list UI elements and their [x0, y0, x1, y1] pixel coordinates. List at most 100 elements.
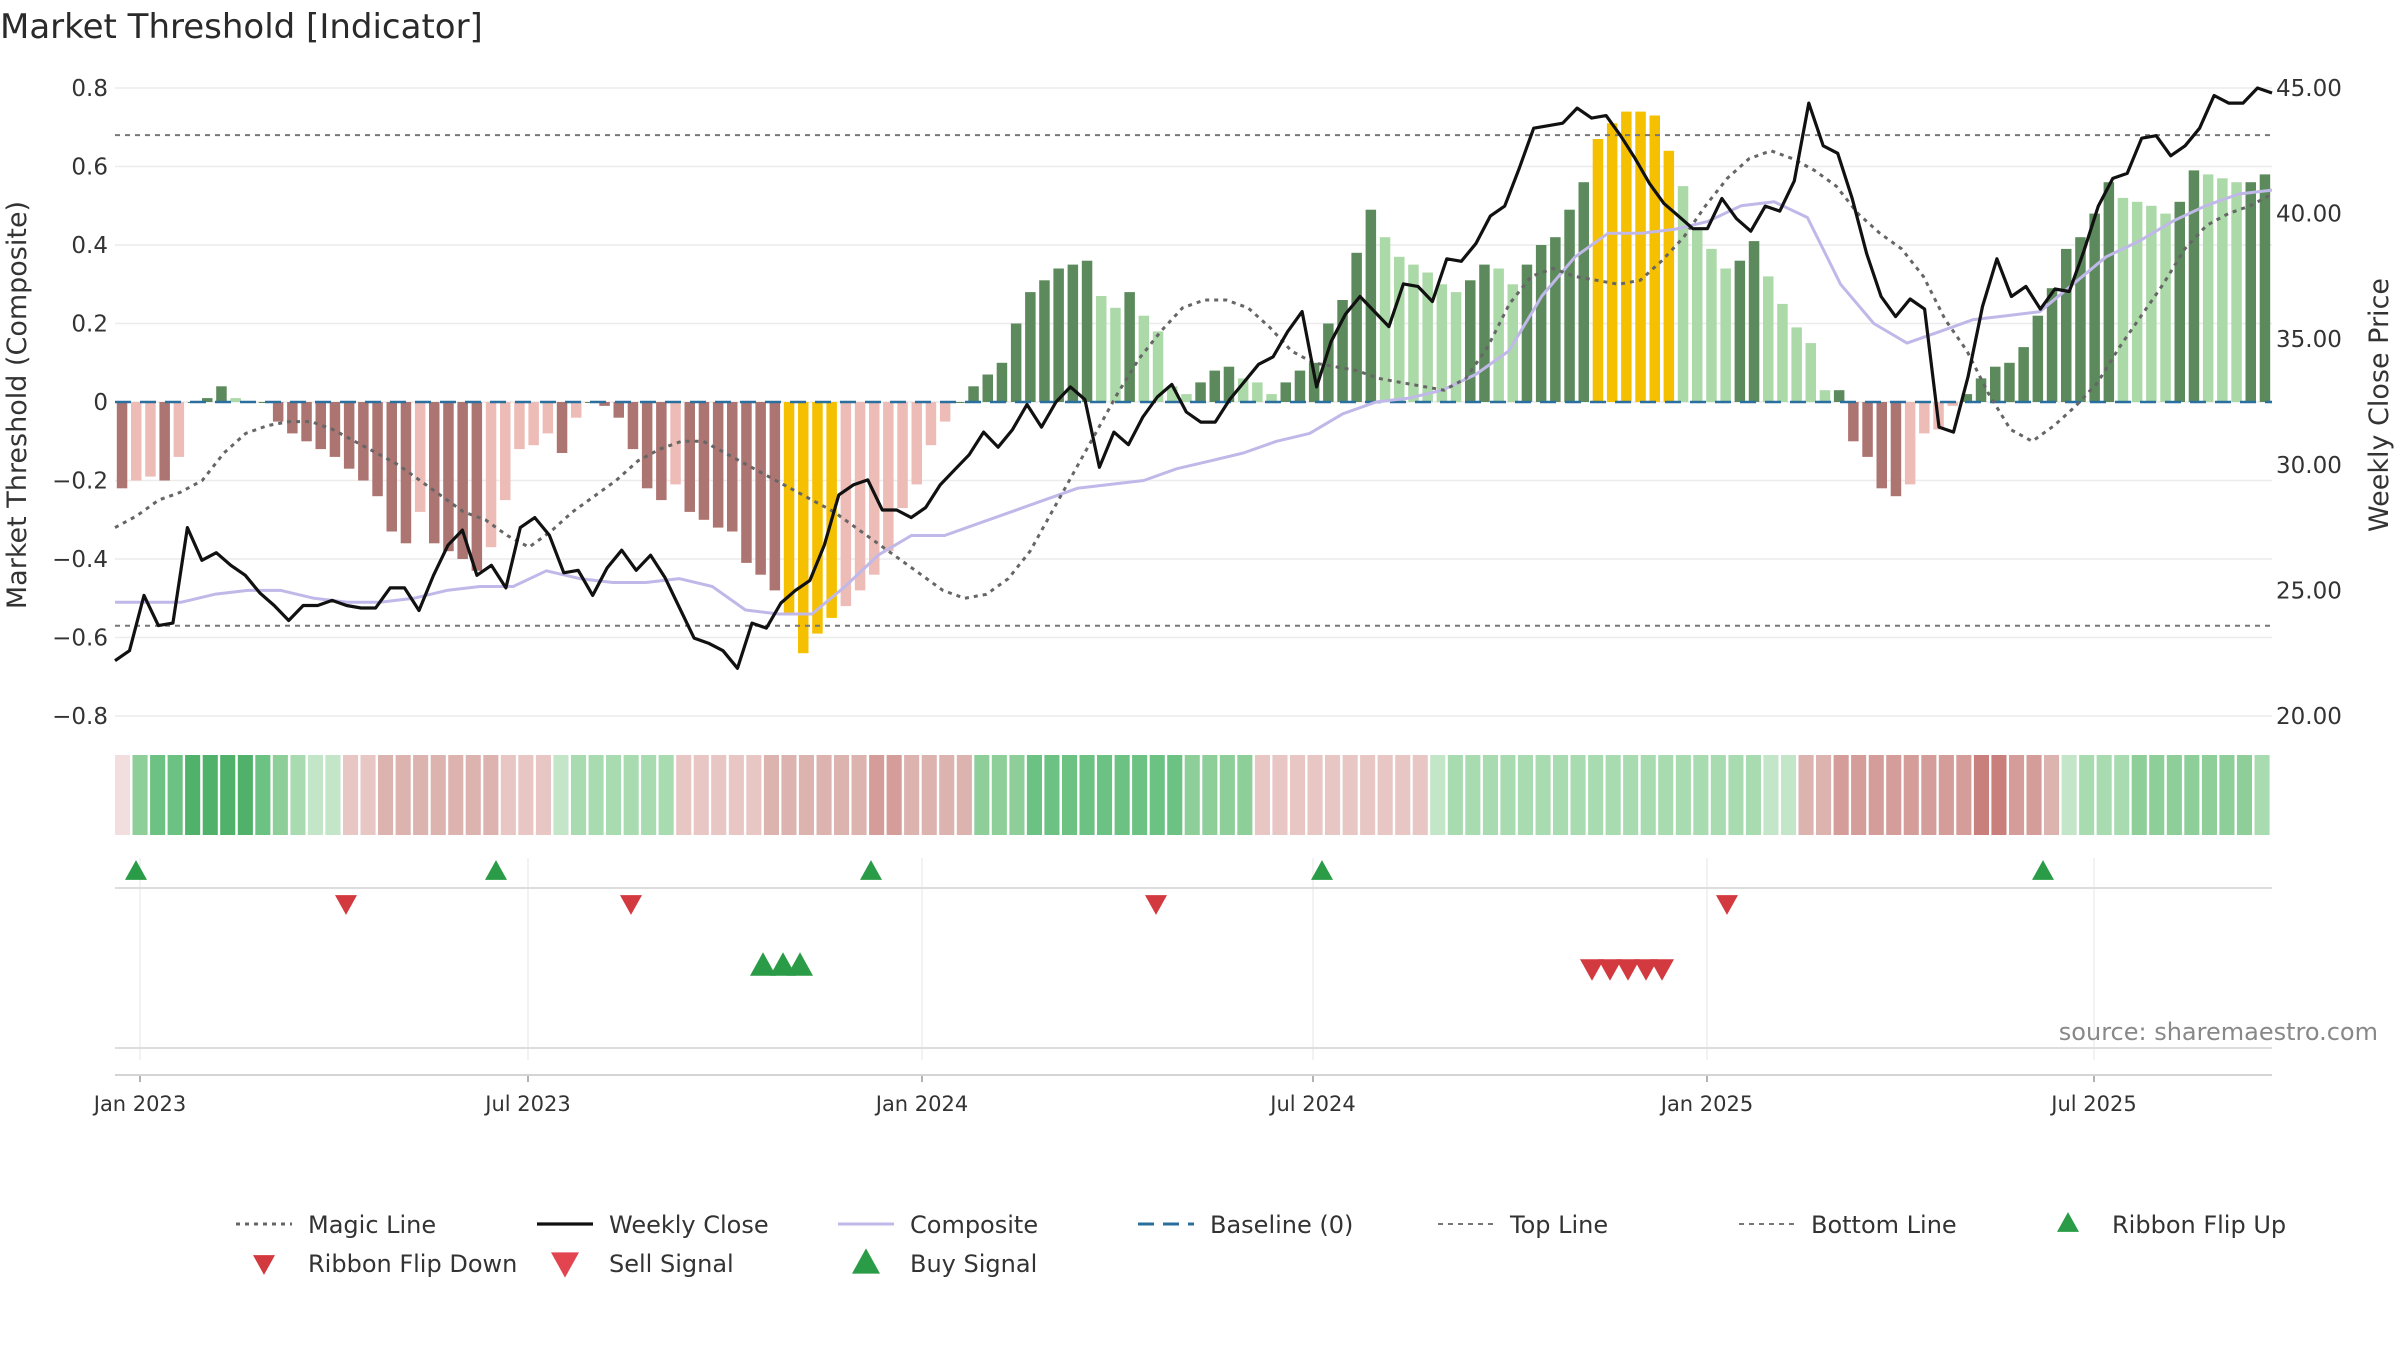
ribbon-cell — [1973, 755, 1989, 835]
ribbon-cell — [115, 755, 131, 835]
ribbon-cell — [1868, 755, 1884, 835]
ribbon-cell — [2079, 755, 2095, 835]
composite-bar — [783, 402, 795, 614]
composite-bar — [627, 402, 639, 450]
magic-line — [114, 149, 2273, 600]
composite-bar — [1734, 260, 1746, 402]
composite-bar — [911, 402, 922, 485]
legend-label: Ribbon Flip Up — [2112, 1211, 2286, 1239]
composite-bar — [2089, 213, 2100, 402]
composite-bar — [1876, 402, 1887, 489]
ribbon-cell — [1430, 755, 1446, 835]
composite-bar — [159, 402, 170, 481]
ribbon-cell — [430, 755, 446, 835]
ribbon-cell — [1062, 755, 1078, 835]
ribbon-cell — [1290, 755, 1306, 835]
ribbon-cell — [1009, 755, 1025, 835]
ribbon-cell — [1132, 755, 1148, 835]
ribbon-cell — [2254, 755, 2270, 835]
legend-label: Ribbon Flip Down — [308, 1250, 517, 1278]
ribbon-cell — [1570, 755, 1586, 835]
ribbon-cell — [413, 755, 429, 835]
y-right-tick-label: 40.00 — [2276, 202, 2342, 228]
composite-bar — [202, 398, 213, 402]
composite-bar — [2174, 201, 2185, 402]
ribbon-cell — [1360, 755, 1376, 835]
composite-bar — [116, 402, 128, 489]
ribbon-cell — [1903, 755, 1919, 835]
composite-bar — [1635, 111, 1646, 402]
ribbon-cell — [2096, 755, 2112, 835]
legend-label: Bottom Line — [1811, 1211, 1957, 1239]
ribbon-cell — [571, 755, 587, 835]
ribbon-cell — [2026, 755, 2042, 835]
legend-item-magic-line: Magic Line — [236, 1211, 436, 1239]
ribbon-cell — [588, 755, 604, 835]
ribbon-cell — [658, 755, 674, 835]
composite-bar — [656, 402, 667, 501]
composite-bar — [1833, 390, 1845, 402]
composite-bar — [1535, 245, 1547, 402]
composite-bar — [1904, 402, 1916, 485]
composite-bar — [1025, 292, 1036, 402]
ribbon-cell — [1553, 755, 1569, 835]
ribbon-cell — [834, 755, 850, 835]
composite-bar — [2188, 170, 2200, 402]
ribbon-cell — [1781, 755, 1797, 835]
composite-bar — [1223, 366, 1235, 402]
composite-bar — [1408, 264, 1419, 402]
ribbon-cell — [1219, 755, 1235, 835]
legend-label: Baseline (0) — [1210, 1211, 1353, 1239]
composite-bar — [840, 402, 852, 607]
ribbon-cell — [290, 755, 306, 835]
composite-bar — [2131, 201, 2143, 402]
ribbon-cell — [1816, 755, 1832, 835]
ribbon-cell — [1798, 755, 1814, 835]
gridlines — [115, 87, 2272, 1060]
ribbon-cell — [1693, 755, 1709, 835]
composite-bar — [1961, 394, 1973, 402]
ribbon-cell — [220, 755, 236, 835]
ribbon-cell — [2114, 755, 2130, 835]
composite-bar — [996, 362, 1008, 403]
y-left-tick-label: 0.8 — [71, 76, 108, 102]
legend-item-weekly-close: Weekly Close — [537, 1211, 769, 1239]
composite-bar — [1010, 323, 1022, 402]
sell-signal-marker — [1598, 959, 1622, 981]
composite-bar — [1975, 378, 1987, 402]
composite-bar — [670, 402, 681, 485]
ribbon-cell — [1447, 755, 1463, 835]
legend-item-ribbon-flip-up: Ribbon Flip Up — [2112, 1211, 2286, 1239]
ribbon-cell — [1465, 755, 1481, 835]
y-axis-left-title: Market Threshold (Composite) — [2, 201, 33, 609]
composite-bar — [1081, 260, 1093, 402]
composite-bar — [2075, 237, 2086, 402]
ribbon-cell — [956, 755, 972, 835]
composite-bar — [1805, 343, 1816, 402]
composite-bar — [1677, 186, 1689, 402]
composite-bar — [1692, 229, 1703, 402]
composite-bar — [514, 402, 525, 450]
ribbon-cell — [1535, 755, 1551, 835]
composite-bar — [500, 402, 511, 501]
composite-bar — [329, 402, 341, 457]
composite-bar — [216, 386, 227, 402]
composite-bar — [1039, 280, 1050, 402]
composite-bar — [1394, 256, 1405, 402]
composite-bar — [542, 402, 554, 434]
sell-signal-marker — [1616, 959, 1640, 981]
x-tick-label: Jul 2025 — [2049, 1092, 2136, 1116]
ribbon-cell — [1763, 755, 1779, 835]
y-left-tick-label: 0.2 — [71, 312, 108, 338]
ribbon-cell — [1833, 755, 1849, 835]
composite-bar — [2117, 197, 2129, 402]
y-axis-right-title: Weekly Close Price — [2364, 278, 2395, 532]
legend-item-bottom-line: Bottom Line — [1739, 1211, 1957, 1239]
legend-label: Top Line — [1509, 1211, 1608, 1239]
buy-signal-marker — [787, 952, 813, 976]
composite-bar — [2004, 362, 2015, 403]
ribbon-cell — [1482, 755, 1498, 835]
ribbon-cell — [1079, 755, 1095, 835]
ribbon-cell — [395, 755, 411, 835]
ribbon-cell — [1114, 755, 1130, 835]
